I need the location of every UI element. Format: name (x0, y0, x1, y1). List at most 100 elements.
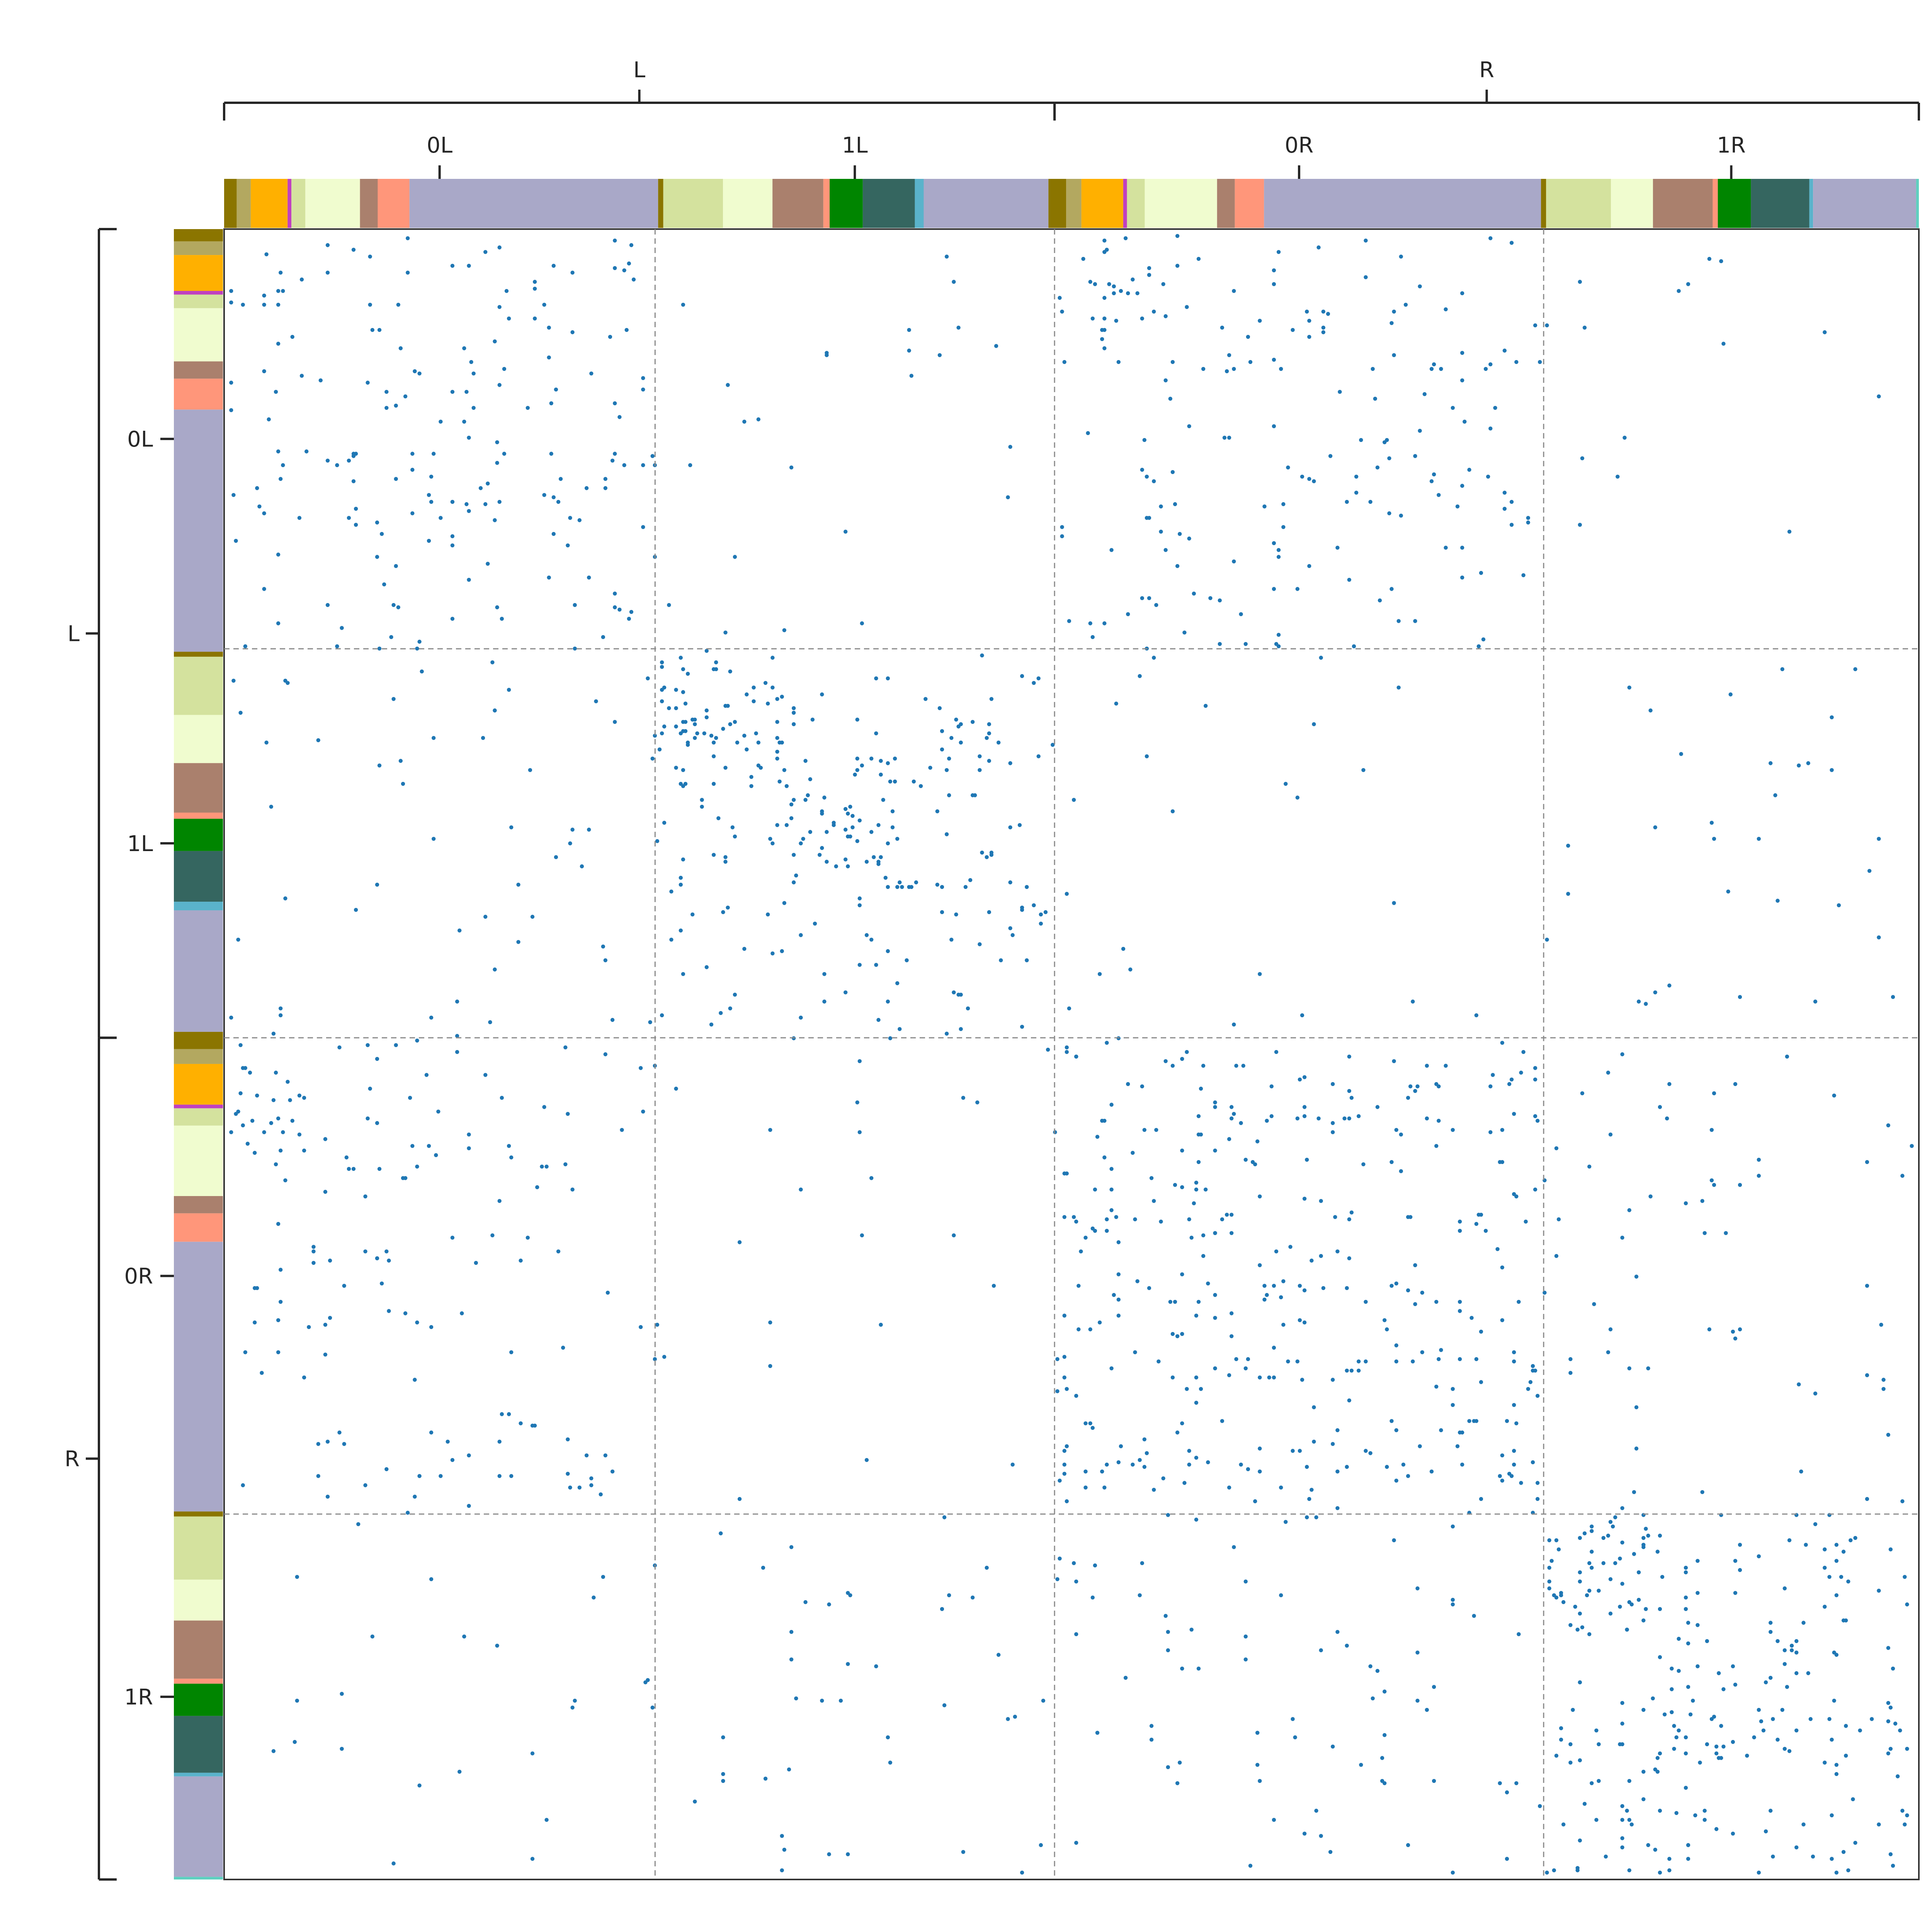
matrix-dot (1213, 1105, 1217, 1109)
matrix-dot (368, 1086, 372, 1091)
matrix-dot (681, 857, 685, 862)
matrix-dot (1138, 1593, 1142, 1597)
matrix-dot (1437, 1118, 1441, 1123)
matrix-dot (1357, 1359, 1361, 1364)
matrix-dot (1893, 1721, 1898, 1726)
matrix-dot (1354, 491, 1359, 495)
matrix-dot (1095, 1731, 1100, 1735)
matrix-dot (959, 1027, 963, 1031)
matrix-dot (695, 731, 699, 736)
matrix-dot (1187, 1449, 1191, 1453)
matrix-dot (229, 408, 233, 412)
matrix-dot (1594, 1728, 1599, 1733)
matrix-dot (1714, 1827, 1719, 1831)
matrix-dot (417, 639, 422, 644)
matrix-dot (1074, 1219, 1078, 1224)
matrix-dot (726, 906, 730, 910)
matrix-dot (1794, 1671, 1799, 1676)
matrix-dot (1634, 1405, 1639, 1409)
matrix-dot (1429, 1469, 1434, 1474)
matrix-dot (1187, 1462, 1191, 1467)
matrix-dot (1243, 1657, 1248, 1662)
matrix-dot (1058, 1557, 1062, 1561)
matrix-dot (1547, 1565, 1551, 1570)
matrix-dot (1413, 454, 1417, 458)
matrix-dot (1488, 236, 1493, 240)
matrix-dot (1166, 1765, 1170, 1769)
matrix-dot (519, 1258, 523, 1263)
matrix-dot (1326, 312, 1330, 316)
matrix-dot (1587, 1632, 1592, 1636)
matrix-dot (1387, 456, 1391, 461)
matrix-dot (1112, 1293, 1116, 1297)
matrix-dot (1291, 1717, 1295, 1721)
matrix-dot (763, 681, 768, 685)
matrix-dot (1185, 305, 1189, 309)
matrix-dot (276, 1350, 281, 1354)
matrix-dot (471, 371, 476, 376)
matrix-dot (427, 493, 431, 497)
matrix-dot (304, 449, 309, 454)
matrix-dot (1145, 754, 1149, 758)
matrix-dot (262, 511, 266, 515)
matrix-dot (1102, 316, 1107, 321)
matrix-dot (1776, 1639, 1780, 1643)
matrix-dot (1627, 1868, 1631, 1873)
matrix-dot (1888, 1747, 1893, 1751)
matrix-dot (279, 1268, 283, 1272)
matrix-dot (1556, 1547, 1561, 1551)
matrix-dot (1060, 534, 1064, 539)
matrix-dot (1300, 474, 1304, 479)
matrix-dot (1272, 1284, 1276, 1288)
matrix-dot (1149, 1724, 1154, 1728)
matrix-dot (1243, 642, 1248, 646)
matrix-dot (1368, 1664, 1372, 1669)
matrix-dot (975, 1100, 980, 1105)
matrix-dot (396, 302, 401, 307)
matrix-dot (556, 1249, 561, 1254)
matrix-dot (1533, 323, 1537, 328)
matrix-dot (966, 1006, 970, 1011)
matrix-dot (704, 649, 709, 653)
matrix-dot (780, 1868, 784, 1873)
matrix-dot (784, 823, 789, 827)
matrix-dot (1392, 309, 1396, 314)
matrix-dot (1192, 1201, 1196, 1205)
matrix-dot (895, 885, 900, 889)
matrix-dot (952, 280, 956, 284)
matrix-dot (570, 270, 575, 275)
class-segment-c8 (174, 812, 223, 819)
matrix-dot (792, 798, 796, 802)
matrix-dot (238, 1043, 243, 1047)
matrix-dot (375, 1121, 379, 1125)
matrix-dots (229, 234, 1914, 1875)
matrix-dot (1877, 1589, 1881, 1593)
matrix-dot (1258, 1469, 1262, 1474)
class-segment-c6 (1145, 179, 1217, 228)
matrix-dot (1170, 1332, 1175, 1336)
matrix-dot (1180, 1666, 1184, 1671)
left-block-label-0L: 0L (127, 427, 153, 452)
top-group-label-R: R (1479, 58, 1494, 83)
matrix-dot (328, 1316, 332, 1320)
matrix-dot (780, 695, 784, 699)
class-segment-c7 (174, 763, 223, 813)
matrix-dot (1093, 1563, 1097, 1568)
matrix-dot (1620, 1836, 1624, 1840)
matrix-dot (1886, 1646, 1890, 1650)
matrix-dot (497, 1439, 502, 1444)
matrix-dot (864, 933, 869, 937)
matrix-dot (1135, 1279, 1139, 1283)
matrix-dot (1500, 1478, 1504, 1483)
matrix-dot (1785, 1685, 1789, 1689)
matrix-dot (384, 390, 389, 394)
matrix-dot (1081, 257, 1085, 261)
matrix-dot (1227, 435, 1231, 440)
matrix-dot (1123, 236, 1128, 240)
matrix-dot (1116, 1314, 1121, 1318)
matrix-dot (794, 1696, 798, 1701)
matrix-dot (723, 704, 728, 708)
matrix-dot (1439, 1428, 1443, 1433)
matrix-dot (855, 839, 859, 843)
